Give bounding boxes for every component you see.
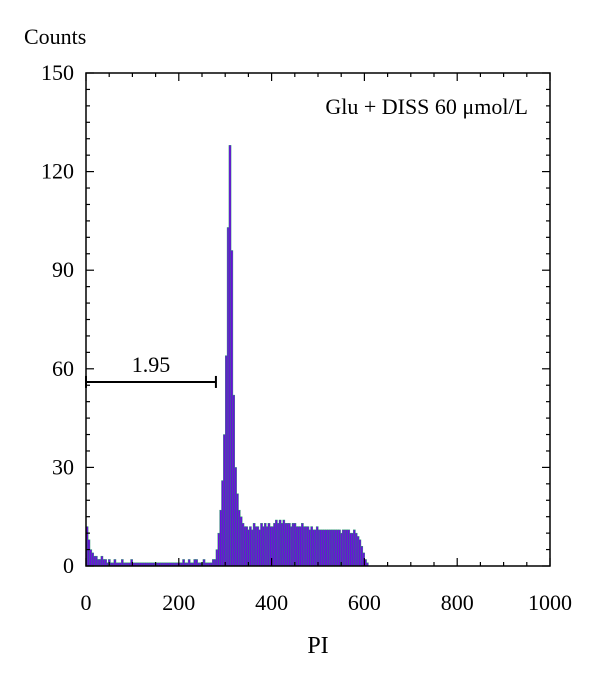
axis-ticks (85, 72, 551, 567)
y-tick-label: 150 (41, 60, 74, 85)
y-tick-label: 0 (63, 553, 74, 578)
y-tick-label: 120 (41, 159, 74, 184)
x-tick-label: 200 (162, 590, 195, 615)
y-tick-label: 30 (52, 454, 74, 479)
x-axis-label: PI (307, 633, 328, 659)
y-axis-label: Counts (24, 24, 86, 49)
plot-frame (85, 72, 551, 567)
x-tick-label: 0 (81, 590, 92, 615)
x-tick-label: 1000 (528, 590, 572, 615)
x-tick-labels: 0 200 400 600 800 1000 (81, 590, 573, 615)
annotation-label: Glu + DISS 60 μmol/L (325, 94, 528, 119)
x-tick-label: 400 (255, 590, 288, 615)
gate-marker (85, 375, 217, 388)
x-tick-label: 800 (441, 590, 474, 615)
x-tick-label: 600 (348, 590, 381, 615)
gate-marker-label: 1.95 (132, 352, 171, 377)
y-tick-labels: 0 30 60 90 120 150 (41, 60, 74, 578)
y-tick-label: 60 (52, 356, 74, 381)
y-tick-label: 90 (52, 257, 74, 282)
histogram-bars (85, 145, 369, 567)
